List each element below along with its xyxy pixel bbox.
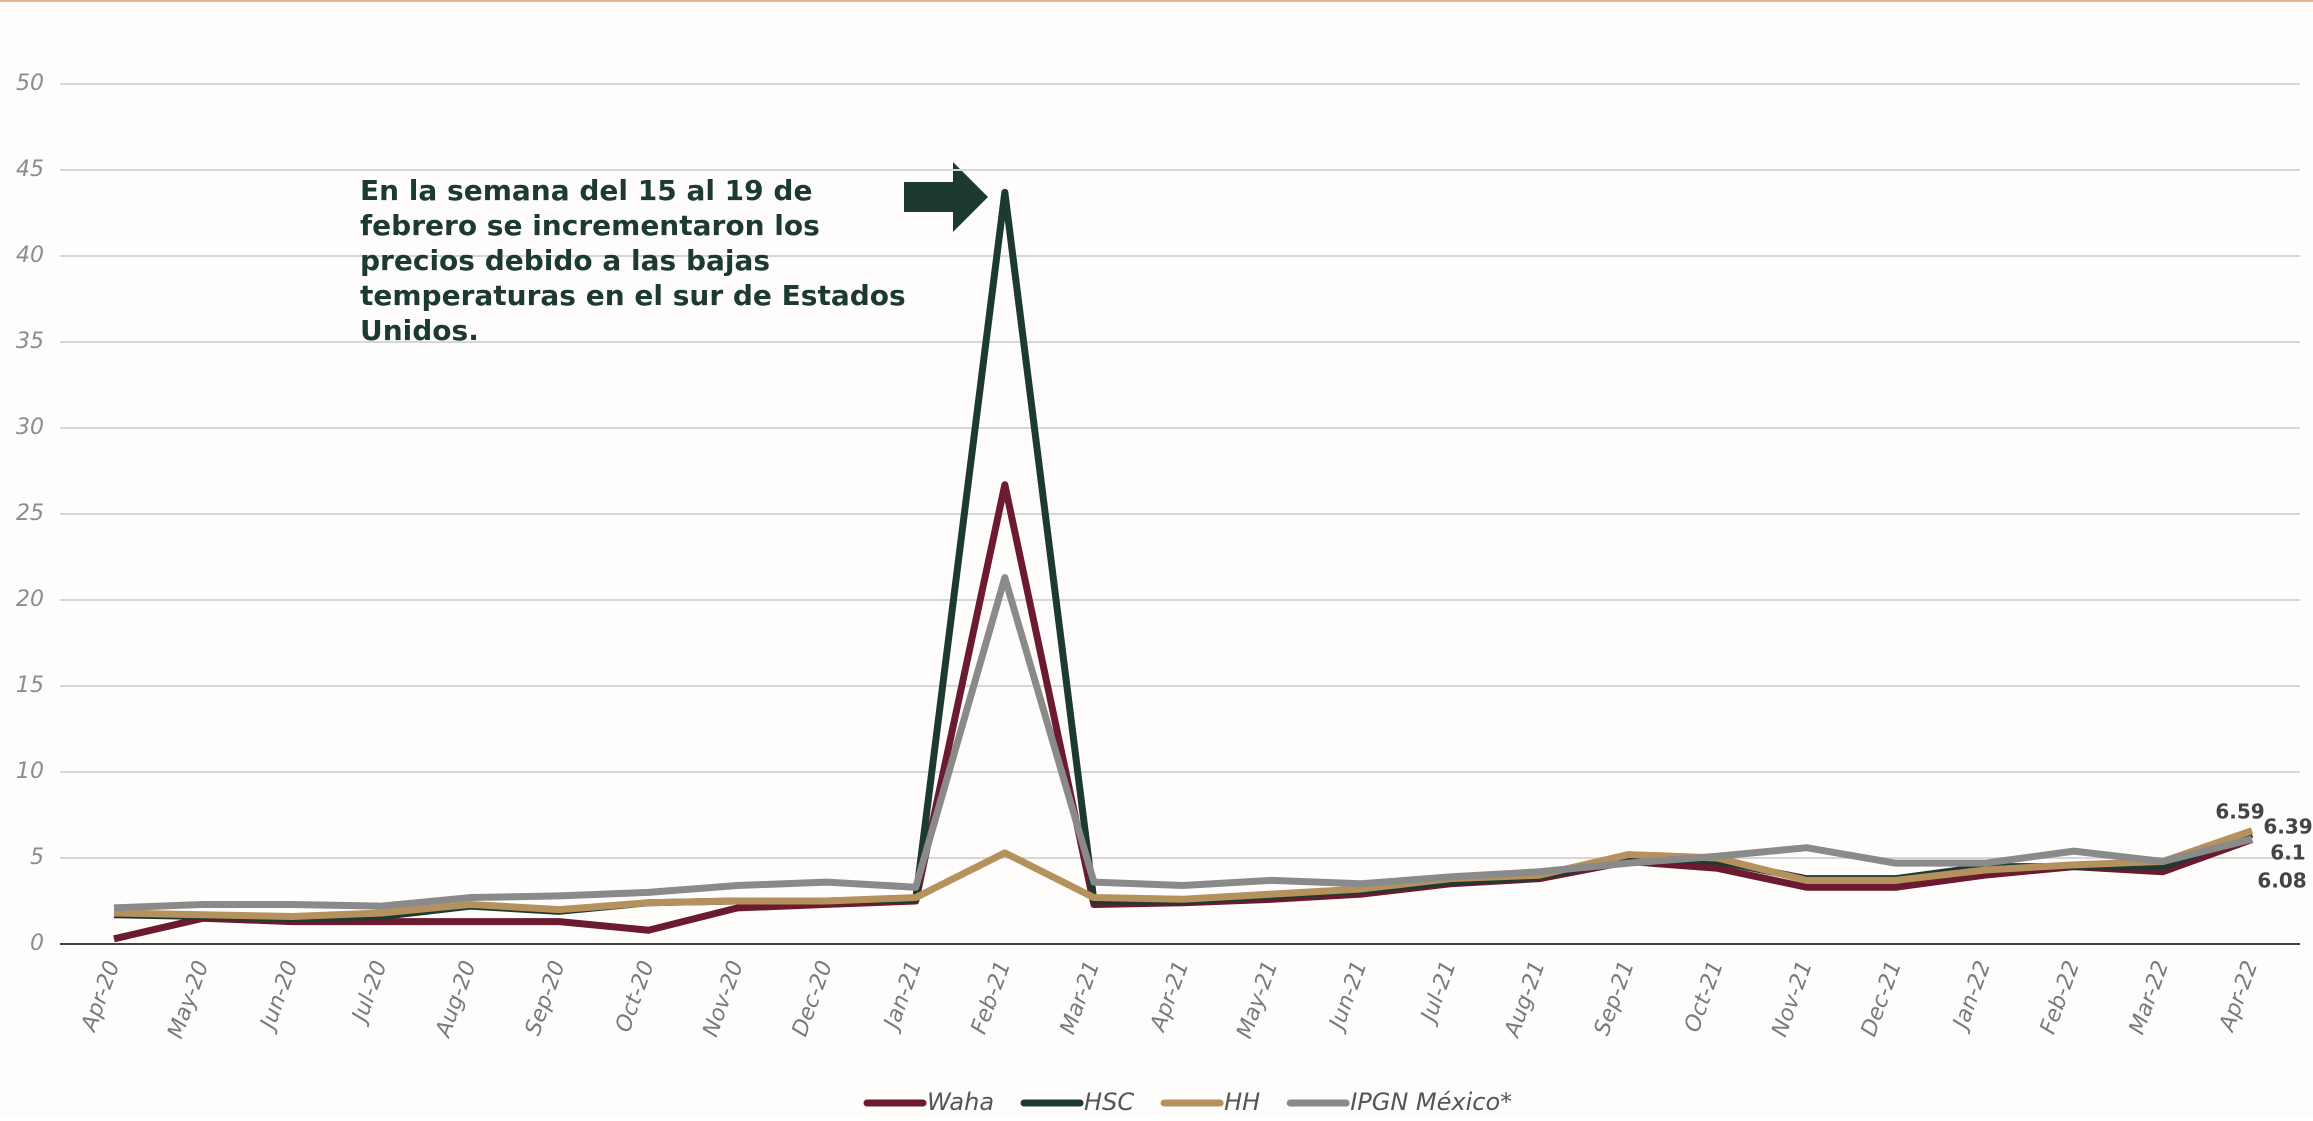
y-tick-label: 5 [30,845,44,870]
series-line [113,574,2253,912]
legend-label: Waha [927,1088,994,1116]
y-tick-label: 20 [16,587,44,612]
y-tick-label: 0 [30,931,44,956]
annotation: En la semana del 15 al 19 de [360,174,812,207]
annotation: temperaturas en el sur de Estados [360,279,906,312]
y-tick-label: 45 [16,157,44,182]
annotation: precios debido a las bajas [360,244,770,277]
data-label: 6.08 [2257,869,2306,893]
y-tick-label: 35 [16,329,44,354]
annotation: Unidos. [360,314,479,347]
data-label: 6.59 [2215,800,2264,824]
legend-label: HH [1224,1088,1260,1116]
legend-label: IPGN México* [1350,1088,1512,1116]
y-tick-label: 40 [16,243,44,268]
annotation: febrero se incrementaron los [360,209,820,242]
arrow [904,162,988,232]
y-tick-label: 30 [16,415,44,440]
legend-label: HSC [1084,1088,1134,1116]
data-label: 6.39 [2263,815,2312,839]
series-line [113,827,2254,920]
y-tick-label: 15 [16,673,44,698]
y-tick-label: 10 [16,759,44,784]
y-tick-label: 50 [16,71,44,96]
data-label: 6.1 [2270,841,2305,865]
y-tick-label: 25 [16,501,44,526]
